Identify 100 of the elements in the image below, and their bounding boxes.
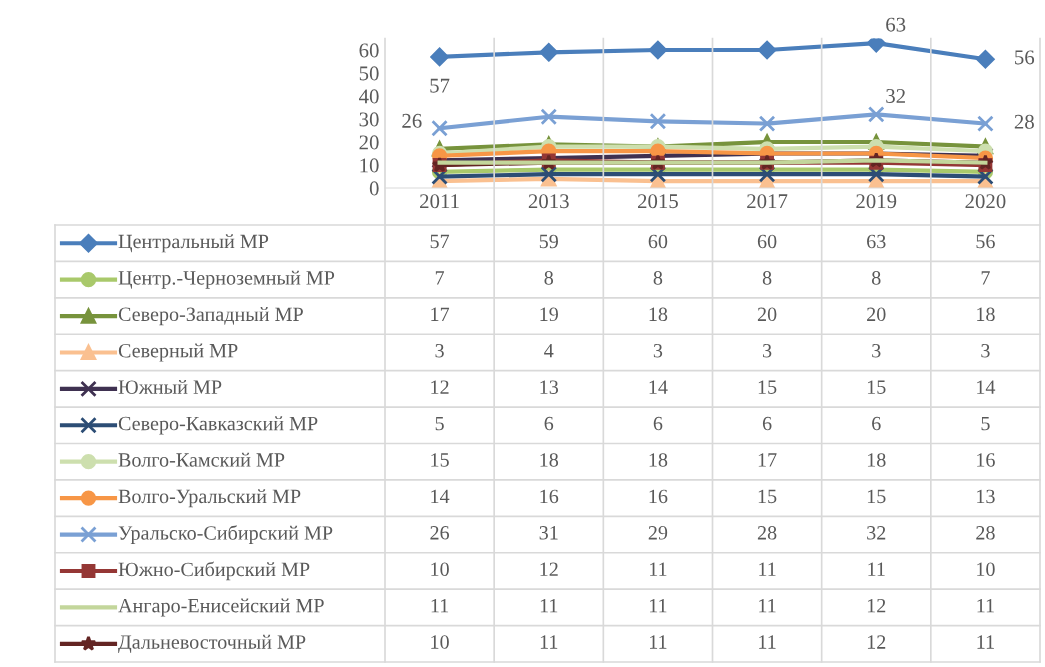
data-label: 6	[544, 416, 554, 431]
data-label: 17	[431, 307, 450, 321]
data-label: 59	[539, 234, 558, 249]
data-label: 11	[540, 598, 558, 613]
data-label: 57	[430, 234, 450, 249]
data-label: 29	[648, 526, 668, 540]
legend-label: Северный МР	[118, 343, 238, 362]
y-tick-label: 40	[359, 89, 379, 104]
data-label: 8	[544, 271, 554, 285]
data-label: 11	[759, 598, 776, 613]
legend-label: Центральный МР	[118, 234, 269, 253]
legend-label: Дальневосточный МР	[118, 634, 306, 653]
annotation: 56	[1015, 50, 1035, 65]
annotation: 26	[402, 113, 422, 128]
legend-label: Южный МР	[118, 379, 222, 394]
data-label: 6	[653, 416, 663, 431]
data-label: 10	[431, 562, 449, 576]
data-label: 11	[650, 562, 667, 576]
data-label: 3	[763, 343, 772, 358]
annotation: 63	[886, 17, 906, 32]
data-label: 15	[867, 489, 886, 504]
data-label: 11	[540, 635, 558, 649]
data-label: 8	[653, 271, 663, 285]
data-label: 3	[872, 343, 881, 358]
x-tick-label: 2013	[528, 194, 569, 209]
data-label: 13	[540, 380, 559, 394]
legend-label: Ангаро-Енисейский МР	[118, 598, 324, 617]
data-label: 16	[977, 453, 995, 467]
data-label: 18	[867, 453, 886, 467]
data-label: 11	[759, 562, 776, 576]
x-tick-label: 2017	[747, 194, 788, 209]
y-tick-label: 60	[359, 43, 379, 58]
legend-label: Центр.-Черноземный МР	[118, 270, 335, 289]
data-label: 15	[867, 380, 886, 394]
data-label: 11	[650, 598, 667, 613]
data-label: 4	[544, 344, 554, 358]
x-tick-label: 2015	[638, 194, 678, 209]
data-label: 6	[872, 416, 881, 431]
data-label: 10	[977, 562, 995, 576]
data-label: 18	[649, 307, 668, 322]
data-label: 6	[762, 416, 772, 431]
data-label: 11	[977, 598, 994, 613]
legend-label: Волго-Уральский МР	[118, 489, 301, 508]
y-tick-label: 0	[369, 181, 379, 196]
data-label: 11	[868, 562, 885, 576]
data-label: 11	[977, 635, 994, 649]
data-label: 15	[758, 489, 777, 504]
legend-label: Северо-Западный МР	[118, 307, 303, 326]
data-label: 5	[435, 416, 444, 431]
legend-label: Северо-Кавказский МР	[118, 416, 318, 435]
data-label: 18	[649, 453, 668, 467]
x-tick-label: 2011	[420, 194, 459, 209]
data-label: 7	[981, 271, 990, 285]
data-label: 18	[977, 307, 995, 322]
legend-label: Уральско-Сибирский МР	[118, 525, 333, 544]
data-label: 12	[431, 380, 449, 394]
data-label: 56	[976, 234, 995, 249]
data-label: 15	[758, 380, 777, 394]
data-label: 28	[757, 525, 777, 540]
x-tick-label: 2020	[965, 194, 1006, 209]
annotation: 57	[430, 78, 450, 93]
legend-label: Южно-Сибирский МР	[118, 561, 310, 581]
data-label: 11	[431, 598, 449, 613]
data-label: 8	[762, 271, 772, 285]
data-label: 18	[540, 453, 559, 467]
data-label: 16	[649, 489, 668, 504]
data-label: 31	[539, 526, 558, 540]
data-label: 3	[981, 343, 990, 358]
data-label: 32	[867, 526, 886, 540]
data-label: 11	[759, 635, 776, 649]
data-label: 16	[540, 489, 559, 504]
data-label: 5	[981, 416, 990, 431]
data-label: 20	[867, 307, 886, 322]
data-label: 12	[867, 598, 886, 613]
y-tick-label: 50	[359, 66, 379, 81]
data-label: 63	[867, 234, 886, 249]
data-label: 60	[648, 234, 668, 249]
data-label: 20	[757, 307, 777, 322]
data-label: 8	[871, 271, 881, 285]
y-tick-label: 30	[359, 112, 379, 127]
data-label: 19	[540, 307, 558, 322]
annotation: 28	[1014, 114, 1034, 129]
y-tick-label: 10	[360, 158, 379, 173]
annotation: 32	[886, 88, 905, 103]
x-tick-label: 2019	[856, 194, 897, 209]
data-label: 60	[757, 234, 777, 249]
data-label: 13	[977, 489, 995, 504]
y-tick-label: 20	[359, 135, 379, 150]
data-label: 28	[976, 525, 995, 540]
data-label: 14	[431, 489, 450, 503]
data-label: 14	[649, 380, 668, 394]
data-label: 3	[653, 343, 663, 358]
data-label: 15	[431, 453, 449, 467]
legend-label: Волго-Камский МР	[118, 452, 285, 467]
data-label: 7	[435, 271, 445, 285]
data-label: 12	[867, 635, 886, 649]
data-label: 14	[977, 380, 996, 394]
data-label: 26	[430, 526, 450, 540]
data-label: 17	[758, 453, 777, 467]
data-label: 11	[650, 635, 667, 649]
